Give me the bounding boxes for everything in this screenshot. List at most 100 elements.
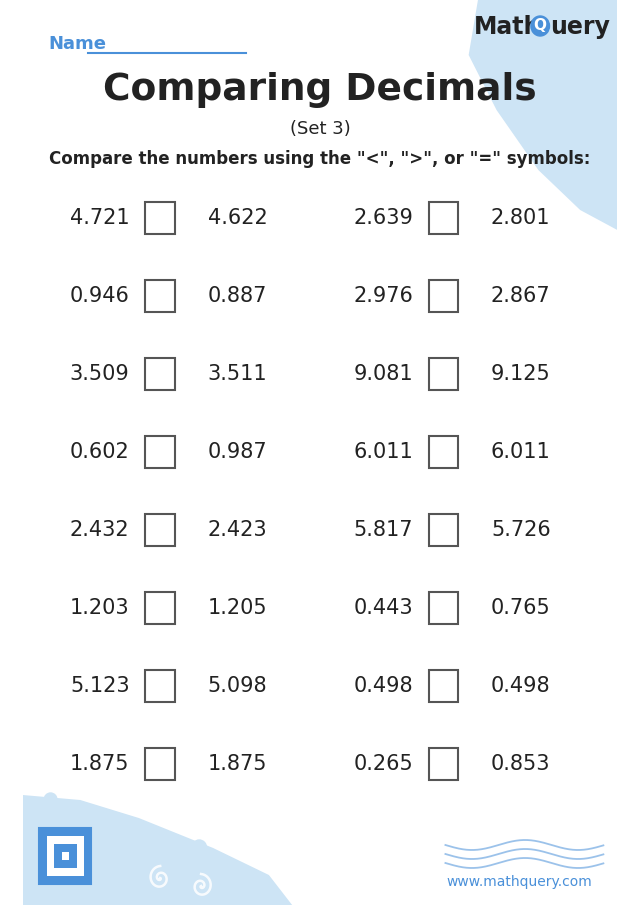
Text: uery: uery: [550, 15, 611, 39]
Bar: [429, 358, 458, 390]
Text: 2.867: 2.867: [491, 286, 550, 306]
Circle shape: [552, 73, 575, 97]
Bar: [77, 860, 84, 868]
Bar: [54, 876, 61, 884]
Bar: [40, 828, 47, 836]
Text: 0.853: 0.853: [491, 754, 550, 774]
Circle shape: [584, 137, 599, 153]
Text: 0.602: 0.602: [70, 442, 129, 462]
Text: 6.011: 6.011: [353, 442, 413, 462]
Bar: [69, 828, 77, 836]
Text: 6.011: 6.011: [491, 442, 550, 462]
Text: 0.265: 0.265: [353, 754, 413, 774]
Bar: [47, 876, 54, 884]
Bar: [40, 836, 47, 844]
Bar: [61, 844, 69, 852]
Bar: [77, 828, 84, 836]
Bar: [84, 836, 92, 844]
Bar: [429, 748, 458, 780]
Bar: [40, 844, 47, 852]
Polygon shape: [22, 795, 292, 905]
Bar: [61, 852, 69, 860]
Text: 2.976: 2.976: [353, 286, 413, 306]
Bar: [84, 828, 92, 836]
Bar: [145, 280, 175, 312]
Text: 1.203: 1.203: [70, 598, 129, 618]
Text: 1.205: 1.205: [207, 598, 268, 618]
Bar: [47, 828, 54, 836]
Bar: [84, 876, 92, 884]
Text: 0.498: 0.498: [353, 676, 413, 696]
Bar: [47, 844, 54, 852]
Text: Comparing Decimals: Comparing Decimals: [103, 72, 537, 108]
Text: 2.423: 2.423: [207, 520, 268, 540]
Text: 1.875: 1.875: [70, 754, 129, 774]
Text: 5.098: 5.098: [207, 676, 268, 696]
Bar: [54, 844, 61, 852]
Bar: [429, 280, 458, 312]
Bar: [84, 860, 92, 868]
Bar: [69, 876, 77, 884]
Bar: [40, 852, 47, 860]
Bar: [429, 592, 458, 624]
Bar: [84, 852, 92, 860]
Bar: [69, 860, 77, 868]
Text: 3.511: 3.511: [207, 364, 268, 384]
Bar: [54, 836, 61, 844]
Bar: [145, 358, 175, 390]
Bar: [77, 852, 84, 860]
Text: 3.509: 3.509: [70, 364, 129, 384]
Text: 2.639: 2.639: [353, 208, 413, 228]
Text: 2.432: 2.432: [70, 520, 129, 540]
Bar: [40, 828, 92, 884]
Text: Q: Q: [534, 18, 547, 33]
Text: 5.726: 5.726: [491, 520, 550, 540]
Bar: [47, 860, 54, 868]
Text: 0.765: 0.765: [491, 598, 550, 618]
Text: 0.498: 0.498: [491, 676, 550, 696]
Bar: [61, 868, 69, 876]
Bar: [77, 836, 84, 844]
Text: 0.946: 0.946: [70, 286, 129, 306]
Bar: [61, 860, 69, 868]
Bar: [69, 836, 77, 844]
Circle shape: [192, 840, 207, 856]
Bar: [429, 202, 458, 234]
Bar: [145, 592, 175, 624]
Text: Name: Name: [49, 35, 107, 53]
Bar: [145, 514, 175, 546]
Text: 0.987: 0.987: [207, 442, 268, 462]
Text: 2.801: 2.801: [491, 208, 550, 228]
Bar: [145, 748, 175, 780]
Bar: [47, 836, 54, 844]
Bar: [77, 876, 84, 884]
Bar: [145, 670, 175, 702]
Text: (Set 3): (Set 3): [290, 120, 350, 138]
Bar: [54, 860, 61, 868]
Text: 0.887: 0.887: [207, 286, 267, 306]
Bar: [429, 670, 458, 702]
Bar: [429, 514, 458, 546]
Bar: [47, 868, 54, 876]
Bar: [69, 868, 77, 876]
Text: 4.721: 4.721: [70, 208, 129, 228]
Text: www.mathquery.com: www.mathquery.com: [447, 875, 593, 889]
Bar: [54, 868, 61, 876]
Text: 1.875: 1.875: [207, 754, 267, 774]
Circle shape: [531, 16, 550, 36]
Bar: [61, 876, 69, 884]
Bar: [61, 828, 69, 836]
Bar: [54, 828, 61, 836]
Text: 4.622: 4.622: [207, 208, 268, 228]
Bar: [84, 844, 92, 852]
Bar: [77, 868, 84, 876]
Bar: [40, 860, 47, 868]
Bar: [40, 876, 47, 884]
Text: 5.817: 5.817: [353, 520, 413, 540]
Text: Compare the numbers using the "<", ">", or "=" symbols:: Compare the numbers using the "<", ">", …: [49, 150, 591, 168]
Bar: [40, 868, 47, 876]
Bar: [61, 836, 69, 844]
Bar: [69, 844, 77, 852]
Bar: [145, 202, 175, 234]
Bar: [77, 844, 84, 852]
